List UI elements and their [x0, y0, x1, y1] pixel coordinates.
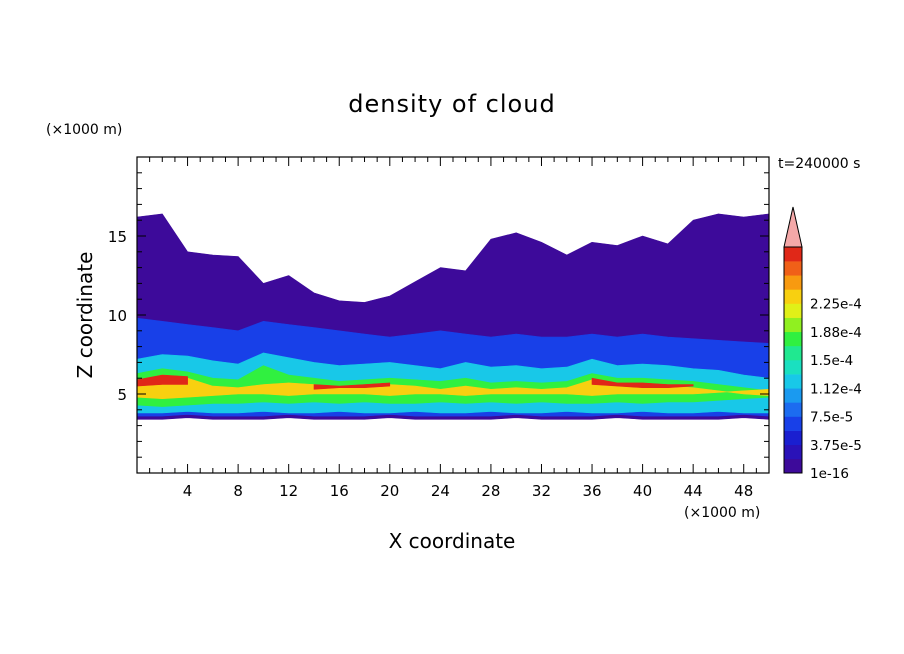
colorbar-label: 3.75e-5: [810, 438, 862, 454]
chart-title: density of cloud: [348, 90, 555, 118]
colorbar-swatch: [784, 317, 802, 333]
contour-band-3-0: [137, 365, 769, 407]
x-tick-label: 16: [330, 482, 349, 500]
x-tick-label: 12: [279, 482, 298, 500]
y-tick-label: 15: [108, 228, 127, 246]
colorbar-overflow-arrow: [783, 206, 803, 248]
colorbar: 1e-16 3.75e-5 7.5e-5 1.12e-4 1.5e-4 1.88e-4 2.…: [783, 206, 862, 482]
x-tick-label: 40: [633, 482, 652, 500]
colorbar-label: 2.25e-4: [810, 297, 862, 313]
colorbar-swatch: [784, 275, 802, 290]
y-tick-label: 5: [117, 386, 127, 404]
x-axis-ticks: 4 8 12 16 20 24 28 32 36 40 44 48: [149, 157, 757, 500]
x-tick-label: 8: [233, 482, 243, 500]
colorbar-label: 1.88e-4: [810, 325, 862, 341]
y-axis-ticks: 5 10 15: [108, 172, 769, 458]
y-axis-unit: (×1000 m): [46, 122, 122, 138]
x-tick-label: 28: [481, 482, 500, 500]
colorbar-swatch: [784, 345, 802, 361]
colorbar-label: 7.5e-5: [810, 410, 853, 426]
colorbar-swatch: [784, 430, 802, 446]
colorbar-label: 1.12e-4: [810, 381, 862, 397]
colorbar-swatch: [784, 416, 802, 431]
colorbar-swatch: [784, 374, 802, 389]
colorbar-swatch: [784, 360, 802, 375]
x-tick-label: 32: [532, 482, 551, 500]
x-tick-label: 20: [380, 482, 399, 500]
contour-band-5-0: [137, 374, 188, 387]
colorbar-swatch: [784, 289, 802, 304]
colorbar-swatch: [784, 444, 802, 460]
x-axis-unit: (×1000 m): [684, 505, 760, 521]
x-tick-label: 44: [684, 482, 703, 500]
x-tick-label: 48: [734, 482, 753, 500]
x-tick-label: 4: [183, 482, 193, 500]
y-tick-label: 10: [108, 307, 127, 325]
contour-band-5-1: [313, 382, 391, 390]
x-tick-label: 36: [582, 482, 601, 500]
y-axis-label: Z coordinate: [73, 252, 97, 379]
colorbar-frame: [783, 246, 803, 474]
colorbar-label: 1e-16: [810, 466, 849, 482]
colorbar-swatch: [784, 303, 802, 318]
colorbar-swatch: [784, 247, 802, 262]
time-label: t=240000 s: [778, 156, 860, 172]
contour-field: [137, 213, 769, 420]
x-axis-label: X coordinate: [389, 529, 516, 553]
x-tick-label: 24: [431, 482, 450, 500]
colorbar-swatch: [784, 388, 802, 403]
contour-band-5-2: [591, 377, 694, 388]
colorbar-swatch: [784, 261, 802, 276]
colorbar-swatch: [784, 331, 802, 347]
colorbar-swatch: [784, 402, 802, 417]
colorbar-swatch: [784, 458, 802, 474]
colorbar-label: 1.5e-4: [810, 353, 853, 369]
